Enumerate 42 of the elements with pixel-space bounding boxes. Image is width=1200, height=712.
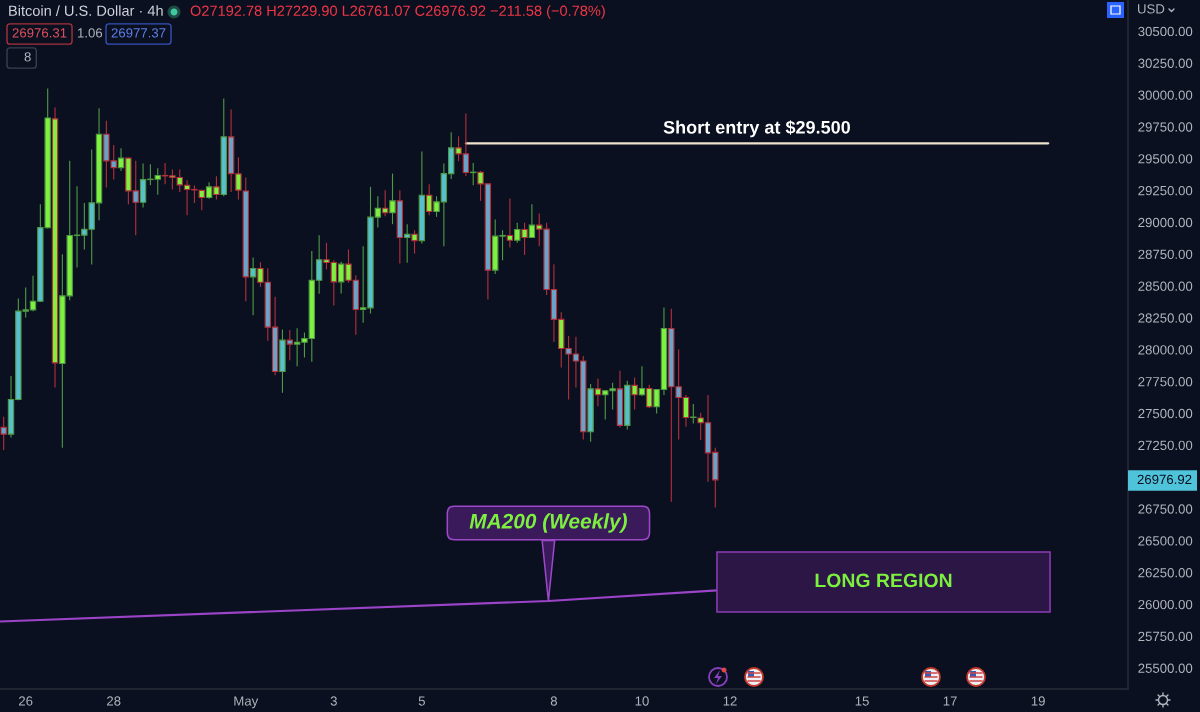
y-tick-label: 25500.00 <box>1138 663 1193 673</box>
chart-subtitle: O27192.78 H27229.90 L26761.07 C26976.92 −211.58 (−0.78%) <box>190 5 605 19</box>
x-tick-label: 17 <box>943 696 957 706</box>
chart-title: Bitcoin / U.S. Dollar · 4h <box>9 5 163 16</box>
y-tick-label: 27750.00 <box>1138 377 1193 387</box>
annotation: 26976.31 <box>12 28 67 38</box>
text: USD <box>1138 4 1165 14</box>
annotation: MA200 (Weekly) <box>469 513 627 533</box>
y-tick-label: 25750.00 <box>1138 631 1193 642</box>
x-tick-label: May <box>234 696 259 709</box>
y-tick-label: 28000.00 <box>1138 345 1193 355</box>
band-label: LONG REGION <box>815 573 952 588</box>
x-tick-label: 8 <box>550 696 558 706</box>
y-tick-label: 29250.00 <box>1138 185 1193 196</box>
x-tick-label: 3 <box>330 696 337 706</box>
y-tick-label: 28500.00 <box>1138 281 1193 291</box>
x-tick-label: 28 <box>107 696 121 706</box>
y-tick-label: 29000.00 <box>1138 217 1193 228</box>
y-tick-label: 27500.00 <box>1138 408 1193 419</box>
annotation: Short entry at $29.500 <box>663 120 850 138</box>
y-tick-label: 29500.00 <box>1138 154 1193 164</box>
x-tick-label: 12 <box>723 696 737 706</box>
annotation: 26977.37 <box>111 28 166 38</box>
annotation: 1.06 <box>78 28 103 38</box>
x-tick-label: 19 <box>1031 696 1045 706</box>
y-tick-label: 27250.00 <box>1138 440 1193 451</box>
x-tick-label: 15 <box>855 696 869 706</box>
y-tick-label: 26250.00 <box>1138 568 1193 578</box>
y-tick-label: 26500.00 <box>1138 536 1193 546</box>
y-tick-label: 26750.00 <box>1138 504 1193 514</box>
y-tick-label: 28250.00 <box>1138 313 1193 323</box>
y-tick-label: 29750.00 <box>1138 122 1193 132</box>
x-tick-label: 10 <box>635 696 649 706</box>
y-tick-label: 30500.00 <box>1138 26 1193 37</box>
text: 26976.92 <box>1137 474 1192 485</box>
annotation: 8 <box>24 52 31 62</box>
x-tick-label: 26 <box>19 696 33 706</box>
y-tick-label: 30250.00 <box>1138 58 1193 68</box>
x-tick-label: 5 <box>418 696 425 706</box>
y-tick-label: 26000.00 <box>1138 599 1193 610</box>
y-tick-label: 28750.00 <box>1138 249 1193 259</box>
y-tick-label: 30000.00 <box>1138 90 1193 100</box>
